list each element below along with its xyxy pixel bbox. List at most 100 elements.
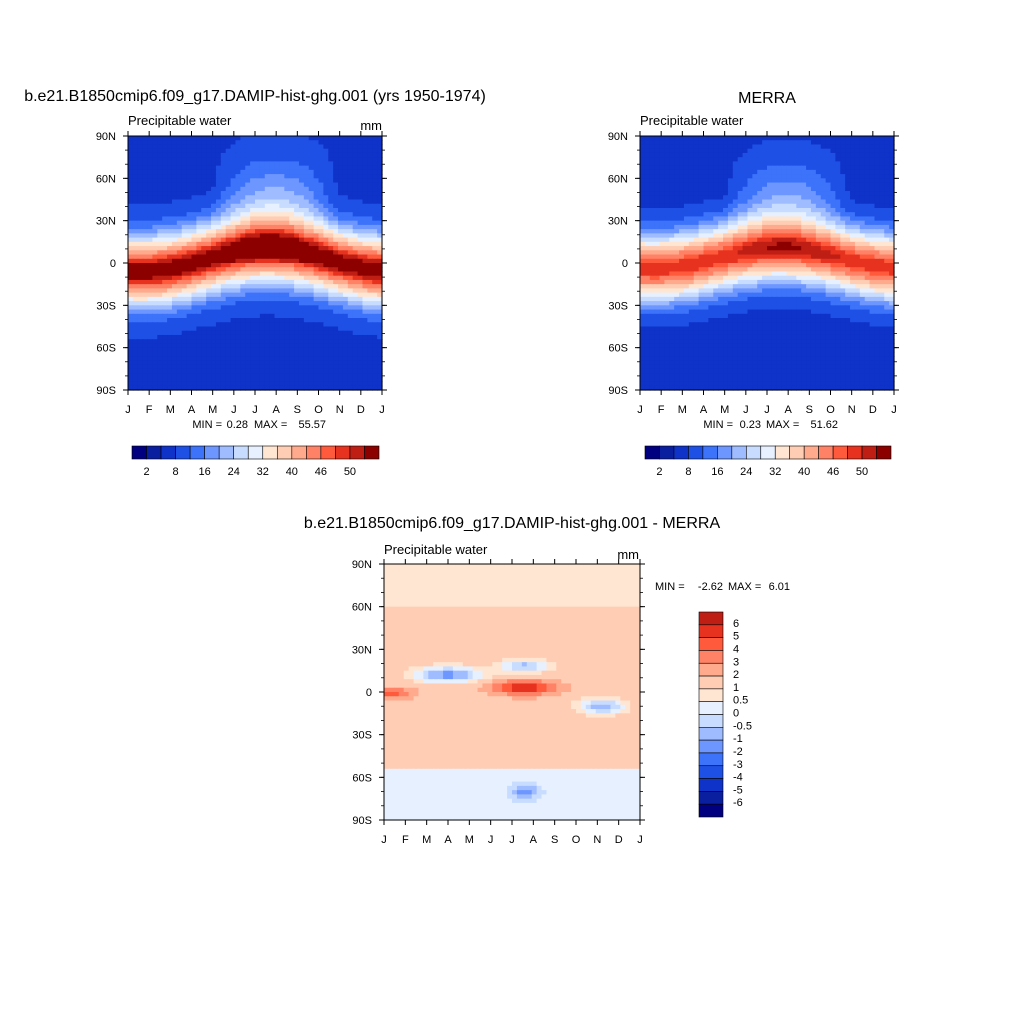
panel-model-cell <box>187 183 192 188</box>
panel-model-cell <box>133 149 138 154</box>
panel-model-cell <box>309 170 314 175</box>
panel-model-cell <box>279 216 284 221</box>
panel-merra-cell <box>718 263 723 268</box>
panel-model-cell <box>177 174 182 179</box>
panel-merra-cell <box>640 212 645 217</box>
panel-model-cell <box>279 255 284 260</box>
panel-merra-cell <box>850 140 855 145</box>
panel-model-min-value: 0.28 <box>227 419 248 431</box>
panel-model-cell <box>284 187 289 192</box>
panel-model-xlabel: N <box>336 404 344 416</box>
panel-model-cell <box>143 293 148 298</box>
panel-model-cell <box>328 356 333 361</box>
panel-model-cell <box>221 255 226 260</box>
panel-merra-cell <box>757 271 762 276</box>
panel-merra-cell <box>660 191 665 196</box>
panel-merra-cell <box>655 242 660 247</box>
panel-model-cell <box>206 276 211 281</box>
panel-model-cell <box>372 360 377 365</box>
panel-model-cell <box>328 382 333 387</box>
panel-model-cell <box>362 183 367 188</box>
panel-model-cell <box>299 174 304 179</box>
panel-model-cell <box>294 255 299 260</box>
panel-model-cell <box>201 204 206 209</box>
panel-model-cell <box>143 335 148 340</box>
panel-model-cell <box>162 255 167 260</box>
panel-model-cell <box>333 310 338 315</box>
panel-model-cell <box>133 365 138 370</box>
panel-merra-cell <box>704 136 709 141</box>
panel-model-cell <box>128 301 133 306</box>
panel-model-cell <box>138 318 143 323</box>
panel-model-cell <box>201 153 206 158</box>
panel-model-cell <box>148 233 153 238</box>
panel-model-cell <box>221 246 226 251</box>
panel-merra-cell <box>640 161 645 166</box>
panel-merra-cell <box>738 267 743 272</box>
panel-model-cell <box>133 352 138 357</box>
panel-model-cell <box>187 373 192 378</box>
panel-model-cell <box>270 191 275 196</box>
panel-merra-cell <box>723 166 728 171</box>
panel-model-cell <box>196 352 201 357</box>
panel-model-cell <box>231 271 236 276</box>
panel-model-cell <box>182 149 187 154</box>
panel-model-cell <box>338 280 343 285</box>
panel-merra-cell <box>879 153 884 158</box>
panel-merra-cell <box>694 174 699 179</box>
panel-merra-cell <box>855 204 860 209</box>
panel-model-cell <box>226 157 231 162</box>
panel-merra-cell <box>674 267 679 272</box>
panel-model-cell <box>206 310 211 315</box>
panel-model-cell <box>333 297 338 302</box>
panel-merra-cell <box>738 195 743 200</box>
panel-model-cell <box>348 225 353 230</box>
panel-model-cell <box>250 271 255 276</box>
panel-merra-cell <box>811 246 816 251</box>
panel-model-cell <box>221 331 226 336</box>
panel-merra-title: MERRA <box>738 90 796 107</box>
panel-merra-cell <box>762 208 767 213</box>
panel-model-cell <box>328 144 333 149</box>
panel-merra-cell <box>699 157 704 162</box>
panel-model-cell <box>309 373 314 378</box>
panel-model-cell <box>358 229 363 234</box>
panel-model-cell <box>275 352 280 357</box>
panel-model-cell <box>196 246 201 251</box>
panel-model-cell <box>187 178 192 183</box>
panel-model-cell <box>343 216 348 221</box>
panel-model-cell <box>152 191 157 196</box>
panel-model-cell <box>206 271 211 276</box>
panel-merra-cell <box>767 229 772 234</box>
panel-model-cell <box>304 360 309 365</box>
panel-model-cell <box>162 136 167 141</box>
panel-model-cell <box>211 153 216 158</box>
panel-merra-cell <box>679 204 684 209</box>
panel-merra-cell <box>655 263 660 268</box>
panel-model-cell <box>299 255 304 260</box>
panel-merra-cell <box>684 204 689 209</box>
panel-model-cell <box>284 153 289 158</box>
panel-merra-cell <box>713 204 718 209</box>
panel-merra-cell <box>689 174 694 179</box>
panel-model-cell <box>343 301 348 306</box>
panel-merra-cell <box>811 216 816 221</box>
panel-model-cell <box>187 242 192 247</box>
panel-model-cell <box>353 187 358 192</box>
panel-merra-cell <box>757 204 762 209</box>
panel-model-cell <box>343 339 348 344</box>
panel-merra-cell <box>743 174 748 179</box>
panel-model-cell <box>148 365 153 370</box>
panel-model-cell <box>309 140 314 145</box>
panel-model-cell <box>250 216 255 221</box>
panel-merra-cell <box>699 153 704 158</box>
panel-merra-cell <box>645 246 650 251</box>
panel-model-cell <box>138 153 143 158</box>
panel-model-cell <box>240 280 245 285</box>
panel-merra-cell <box>816 267 821 272</box>
panel-model-cell <box>353 322 358 327</box>
panel-model-cell <box>323 280 328 285</box>
panel-model-cell <box>143 360 148 365</box>
panel-model-cell <box>348 382 353 387</box>
panel-model-cell <box>289 136 294 141</box>
